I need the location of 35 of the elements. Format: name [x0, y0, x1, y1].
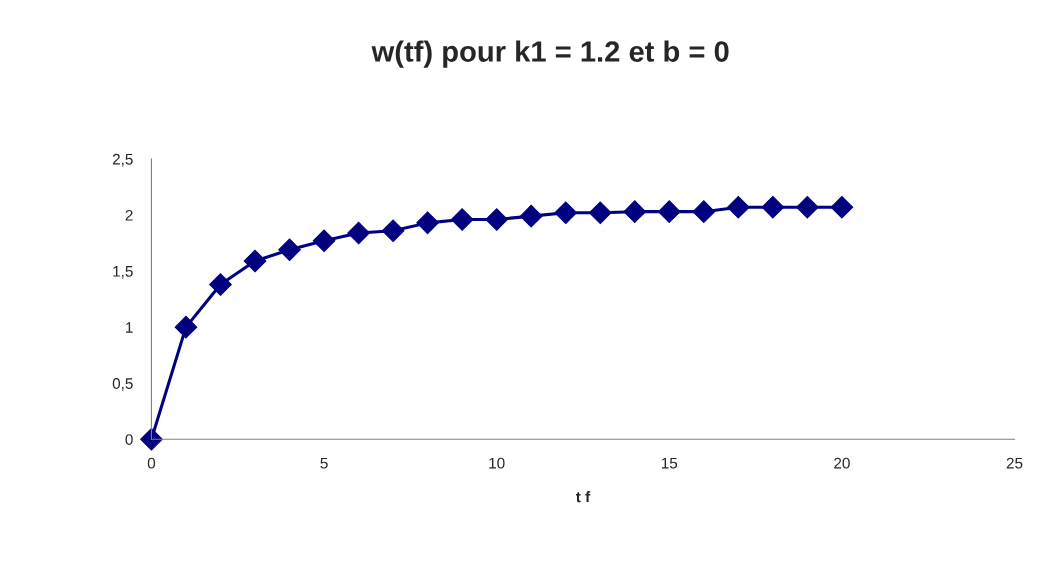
- point: [381, 219, 405, 243]
- point: [796, 195, 819, 219]
- point: [830, 195, 854, 219]
- y-tick-label: 0: [125, 434, 133, 445]
- point: [174, 315, 198, 339]
- point: [727, 195, 750, 219]
- chart-title: w(tf) pour k1 = 1.2 et b = 0: [371, 40, 729, 68]
- y-tick-label: 2,5: [112, 153, 133, 167]
- y-tick-label: 0,5: [112, 378, 133, 391]
- point: [209, 273, 232, 296]
- x-tick-label: 0: [147, 457, 156, 469]
- point: [243, 249, 267, 273]
- x-tick-label: 15: [661, 457, 678, 469]
- y-tick-label: 1: [126, 322, 133, 333]
- x-tick-label: 25: [1006, 457, 1023, 469]
- point: [588, 201, 612, 225]
- x-tick-label: 10: [489, 457, 505, 469]
- point: [416, 211, 439, 235]
- point: [761, 195, 785, 219]
- point: [657, 200, 681, 223]
- y-tick-label: 2: [125, 209, 133, 221]
- point: [312, 229, 336, 253]
- point: [485, 208, 508, 231]
- point: [623, 200, 647, 223]
- point: [519, 204, 543, 228]
- x-tick-label: 20: [834, 457, 850, 469]
- x-tick-label: 5: [320, 457, 328, 469]
- x-axis-title: t f: [575, 491, 591, 503]
- point: [450, 208, 474, 231]
- point: [140, 427, 163, 451]
- point: [692, 200, 716, 223]
- point: [347, 221, 370, 245]
- y-tick-label: 1,5: [113, 266, 133, 279]
- point: [554, 201, 578, 225]
- point: [278, 238, 301, 262]
